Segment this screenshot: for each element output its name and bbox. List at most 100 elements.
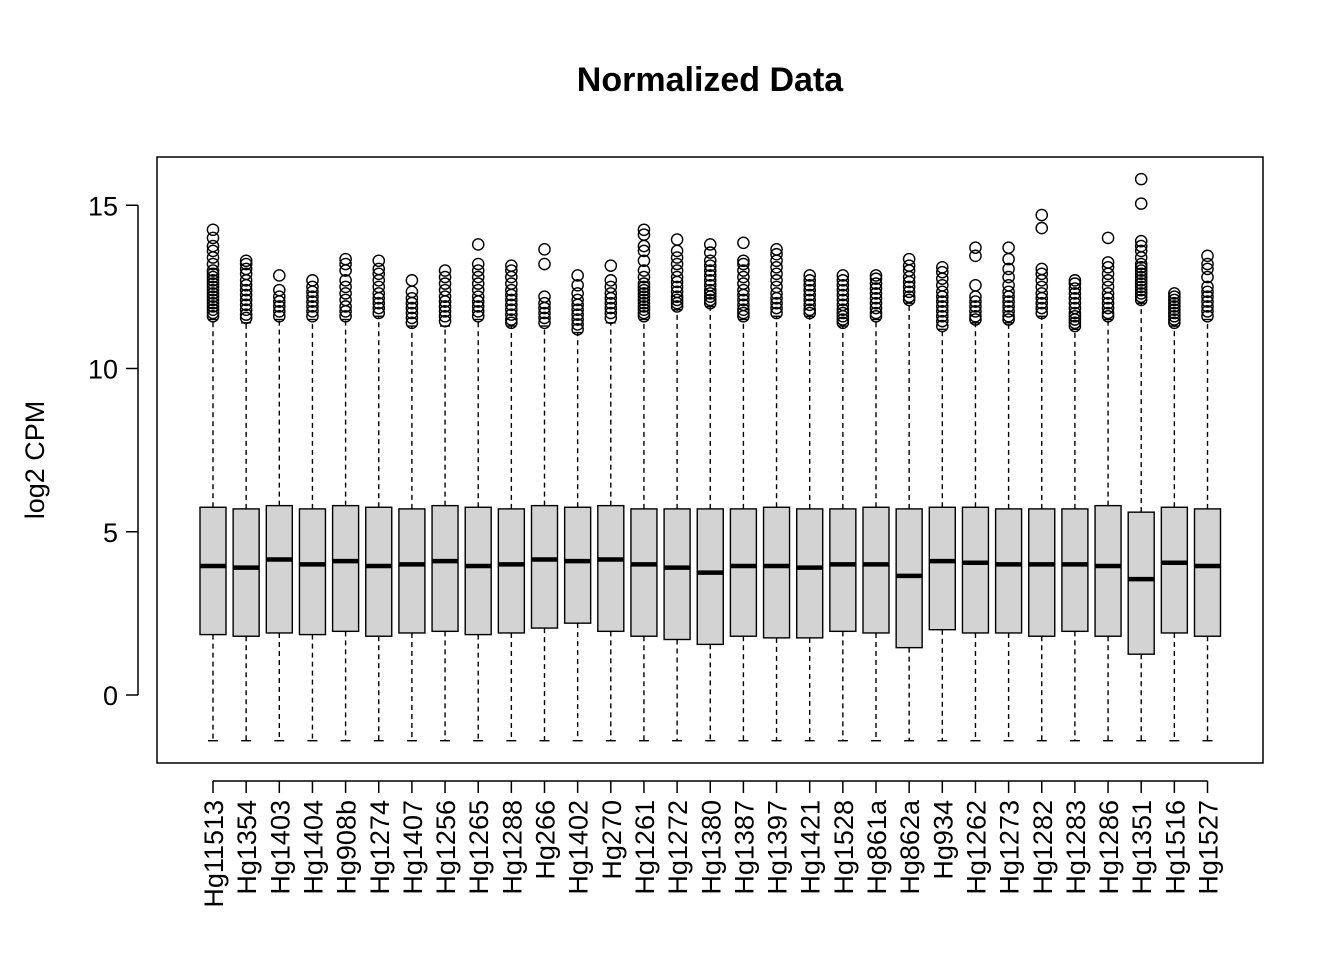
outlier-point: [1101, 231, 1115, 245]
outlier-point: [206, 257, 220, 271]
box-Hg908b: [331, 252, 360, 742]
iqr-box: [398, 508, 426, 634]
outlier-point: [438, 264, 452, 277]
outlier-point: [571, 278, 584, 292]
outlier-point: [637, 228, 651, 241]
outlier-point: [703, 283, 717, 297]
outlier-point: [604, 287, 618, 300]
x-tick-label: Hg862a: [895, 799, 925, 895]
iqr-box: [265, 504, 293, 634]
outlier-point: [1134, 277, 1148, 290]
box-Hg1421: [796, 269, 824, 742]
box-Hg862a: [895, 252, 923, 742]
outlier-point: [1101, 280, 1115, 294]
x-tick-label: Hg861a: [862, 799, 892, 895]
iqr-box: [1127, 511, 1155, 655]
outlier-point: [1101, 260, 1115, 274]
box-Hg1397: [762, 243, 791, 742]
x-tick-label: Hg1272: [663, 800, 693, 895]
outlier-point: [1068, 319, 1082, 333]
box-Hg1256: [431, 264, 459, 742]
outlier-point: [1101, 306, 1115, 320]
outlier-point: [1035, 280, 1049, 294]
outlier-point: [902, 290, 916, 303]
outlier-point: [703, 259, 717, 272]
outlier-point: [1002, 300, 1015, 313]
outlier-point: [1101, 296, 1115, 310]
outlier-point: [306, 300, 319, 313]
outlier-point: [339, 287, 352, 300]
outlier-point: [637, 280, 651, 294]
outlier-point: [1068, 282, 1082, 295]
x-tick-label: Hg11513: [199, 800, 229, 908]
outlier-point: [538, 316, 551, 330]
outlier-point: [869, 269, 883, 282]
outlier-point: [571, 269, 584, 282]
outlier-point: [936, 305, 949, 318]
outlier-point: [1002, 295, 1015, 308]
outlier-point: [969, 249, 982, 263]
outlier-point: [1201, 249, 1214, 263]
outlier-point: [770, 243, 783, 256]
box-Hg861a: [862, 269, 890, 742]
outlier-point: [239, 257, 253, 271]
outlier-point: [1035, 306, 1049, 320]
outlier-point: [571, 323, 584, 336]
outlier-point: [604, 274, 618, 287]
outlier-point: [538, 290, 551, 303]
outlier-point: [206, 251, 220, 264]
outlier-point: [770, 274, 783, 287]
outlier-point: [571, 293, 584, 307]
outlier-point: [339, 280, 352, 294]
outlier-point: [505, 264, 518, 277]
outlier-point: [670, 233, 684, 246]
iqr-box: [530, 504, 559, 629]
outlier-point: [206, 231, 220, 245]
outlier-point: [770, 260, 783, 274]
iqr-box: [1160, 506, 1189, 634]
outlier-point: [869, 287, 883, 300]
outlier-point: [604, 306, 618, 320]
outlier-point: [206, 290, 220, 303]
outlier-point: [272, 300, 286, 313]
outlier-point: [803, 298, 817, 312]
outlier-point: [637, 287, 651, 300]
box-Hg270: [597, 259, 625, 742]
x-tick-label: Hg1262: [961, 800, 991, 895]
iqr-box: [1061, 508, 1089, 633]
outlier-point: [438, 270, 452, 284]
x-tick-label: Hg1397: [763, 800, 793, 895]
outlier-point: [703, 287, 717, 300]
iqr-box: [696, 508, 724, 646]
outlier-point: [438, 300, 452, 313]
outlier-point: [372, 254, 386, 268]
x-tick-label: Hg1421: [796, 800, 826, 895]
outlier-point: [306, 280, 319, 294]
outlier-point: [637, 293, 651, 307]
y-tick-label: 15: [88, 191, 118, 221]
outlier-point: [1201, 300, 1214, 313]
outlier-point: [637, 223, 651, 237]
iqr-box: [431, 504, 459, 633]
y-tick-label: 10: [88, 355, 118, 385]
outlier-point: [902, 252, 916, 266]
outlier-point: [836, 269, 850, 282]
outlier-point: [1168, 306, 1181, 320]
outlier-point: [1134, 239, 1148, 253]
outlier-point: [670, 285, 684, 299]
outlier-point: [1201, 257, 1214, 271]
outlier-point: [1068, 296, 1082, 310]
outlier-point: [372, 306, 386, 320]
x-tick-label: Hg1528: [829, 800, 859, 895]
outlier-point: [438, 314, 452, 328]
iqr-box: [994, 508, 1023, 634]
outlier-point: [836, 274, 850, 287]
outlier-point: [1002, 270, 1015, 284]
x-tick-label: Hg1403: [265, 800, 295, 895]
x-tick-label: Hg1286: [1094, 800, 1124, 895]
y-axis-label: log2 CPM: [20, 401, 50, 520]
outlier-point: [670, 244, 684, 258]
outlier-point: [1168, 300, 1181, 313]
outlier-point: [239, 262, 253, 276]
outlier-point: [239, 288, 253, 302]
